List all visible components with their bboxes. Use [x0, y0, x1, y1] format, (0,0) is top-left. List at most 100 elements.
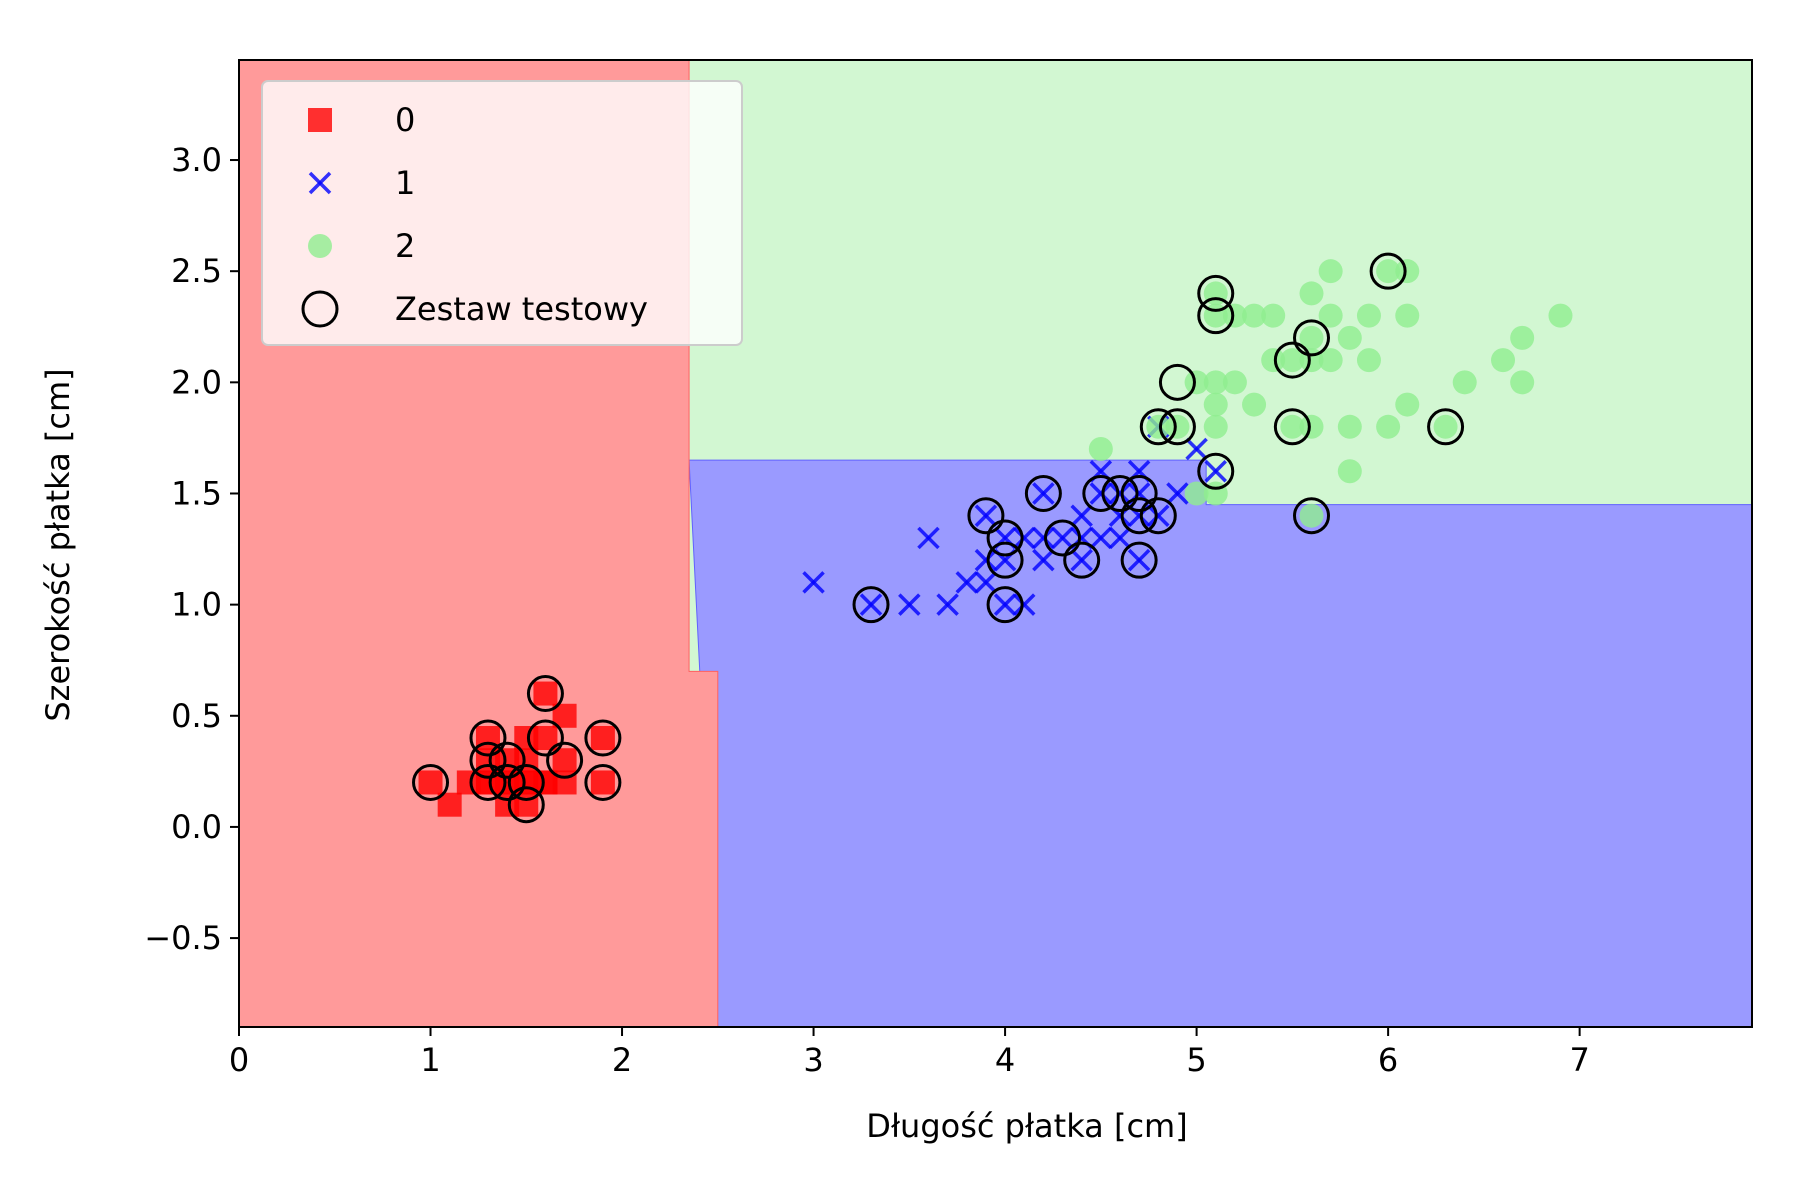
data-point [1337, 414, 1362, 439]
data-point [1089, 482, 1113, 505]
data-point [1261, 303, 1286, 328]
data-point [526, 675, 564, 713]
y-tick-label: 2.5 [171, 252, 222, 290]
data-point [469, 763, 507, 801]
data-point [1032, 526, 1055, 550]
data-point [1203, 392, 1228, 417]
data-point [1120, 541, 1158, 579]
legend-marker [308, 234, 332, 258]
data-point [488, 741, 526, 779]
data-point [1318, 348, 1343, 373]
data-point [955, 571, 979, 594]
data-point [898, 593, 921, 616]
x-tick-label: 7 [1569, 1041, 1589, 1079]
data-point [1261, 348, 1286, 373]
data-point [1024, 474, 1062, 512]
series-3 [412, 252, 1465, 824]
data-point [1369, 252, 1407, 290]
data-point [1101, 474, 1139, 512]
data-point [1491, 348, 1516, 373]
data-point [1203, 414, 1228, 439]
data-point [917, 526, 940, 550]
data-point [1395, 392, 1420, 417]
legend-marker [301, 290, 339, 328]
data-point [1158, 408, 1196, 446]
data-point [590, 726, 615, 751]
data-point [1510, 370, 1535, 395]
data-point [1299, 414, 1324, 439]
data-point [1197, 274, 1235, 312]
x-axis: 0 1 2 3 4 5 6 7 [229, 1027, 1590, 1079]
x-tick-label: 0 [229, 1041, 249, 1079]
data-point [1127, 548, 1151, 572]
y-tick-label: 1.5 [171, 474, 222, 512]
data-point [1395, 303, 1420, 328]
data-point [974, 571, 998, 594]
data-point [967, 497, 1005, 535]
x-tick-label: 5 [1186, 1041, 1206, 1079]
y-axis-label: Szerokość płatka [cm] [39, 368, 77, 721]
data-point [1273, 408, 1311, 446]
legend-label: Zestaw testowy [395, 290, 648, 328]
data-point [1299, 325, 1324, 350]
data-point [1070, 504, 1093, 527]
data-point [1147, 504, 1170, 527]
data-point [1433, 414, 1458, 439]
data-point [412, 763, 450, 801]
data-point [1108, 482, 1132, 505]
data-point [1120, 474, 1158, 512]
legend-label: 2 [395, 227, 415, 265]
x-tick-label: 2 [612, 1041, 632, 1079]
legend-marker [308, 171, 332, 195]
data-point [1197, 297, 1235, 335]
data-point [1063, 541, 1101, 579]
x-tick-label: 1 [420, 1041, 440, 1079]
legend-marker [308, 108, 332, 132]
data-point [986, 541, 1024, 579]
data-point [1318, 259, 1343, 284]
data-point [546, 741, 584, 779]
data-point [974, 548, 998, 572]
data-point [1088, 437, 1113, 462]
data-point [1197, 452, 1235, 490]
legend: 0 1 2 Zestaw testowy [261, 80, 743, 346]
data-point [1356, 303, 1381, 328]
data-point [1082, 474, 1120, 512]
data-point [1108, 526, 1132, 550]
x-tick-label: 4 [995, 1041, 1015, 1079]
data-point [986, 586, 1024, 624]
data-point [1222, 370, 1247, 395]
data-point [584, 763, 622, 801]
data-point [1203, 370, 1228, 395]
data-points [412, 252, 1573, 824]
region-class-1 [688, 459, 1753, 1028]
y-tick-label: 1.0 [171, 586, 222, 624]
data-point [1242, 303, 1267, 328]
data-point [936, 593, 959, 616]
data-point [1318, 303, 1343, 328]
data-point [1510, 325, 1535, 350]
data-point [1337, 459, 1362, 484]
data-point [1280, 414, 1305, 439]
data-point [1139, 497, 1177, 535]
data-point [1012, 526, 1036, 550]
data-point [1051, 526, 1074, 550]
data-point [1299, 503, 1324, 528]
data-point [1293, 319, 1331, 357]
data-point [1044, 519, 1082, 557]
data-point [1165, 414, 1190, 439]
data-point [1146, 414, 1171, 439]
data-point [1376, 414, 1401, 439]
data-point [1222, 303, 1247, 328]
x-tick-label: 6 [1378, 1041, 1398, 1079]
data-point [1273, 341, 1311, 379]
data-point [1032, 548, 1055, 572]
data-point [526, 719, 564, 757]
y-tick-label: −0.5 [144, 919, 222, 957]
data-point [507, 786, 545, 824]
data-point [1158, 363, 1196, 401]
data-point [986, 519, 1024, 557]
legend-label: 1 [395, 164, 415, 202]
data-point [1299, 281, 1324, 306]
data-point [1120, 497, 1158, 535]
